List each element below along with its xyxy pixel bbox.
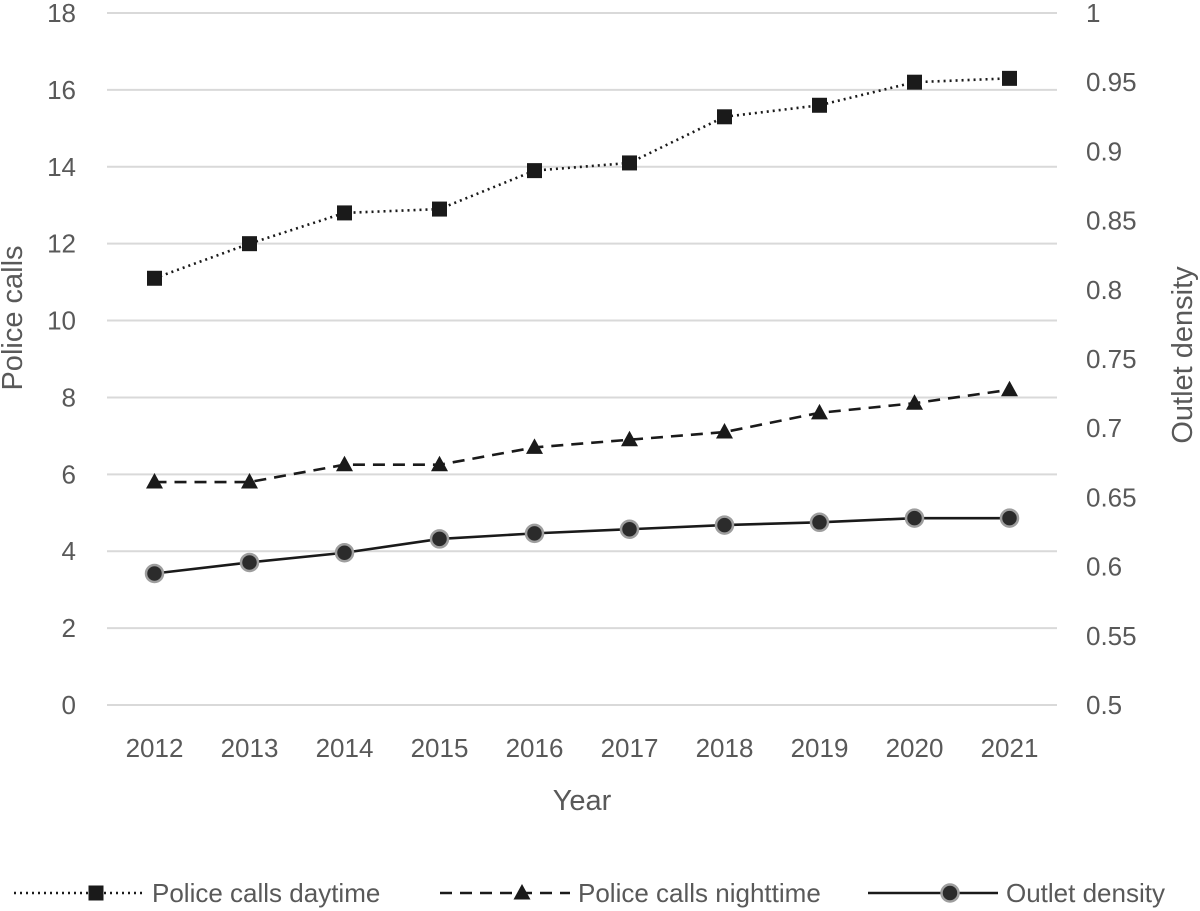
right-tick-label: 0.95 [1086,67,1137,97]
right-tick-label: 1 [1086,0,1100,28]
right-tick-label: 0.5 [1086,690,1122,720]
data-point [431,455,448,472]
data-point [144,563,165,584]
series-1 [147,70,1017,286]
data-point [1002,70,1017,86]
series-line [154,77,1010,280]
legend: Police calls daytime Police calls nightti… [14,878,1165,908]
left-tick-label: 0 [62,690,76,720]
data-point [524,523,545,544]
legend-label: Outlet density [1006,878,1165,908]
data-point [904,508,925,528]
right-tick-label: 0.8 [1086,275,1122,305]
x-tick-label: 2015 [411,733,469,763]
right-tick-label: 0.6 [1086,552,1122,582]
legend-label: Police calls daytime [152,878,380,908]
data-point [239,552,260,573]
legend-swatch-marker [88,885,104,901]
x-tick-label: 2013 [221,733,279,763]
right-axis-title: Outlet density [1167,266,1199,444]
data-point [717,109,732,125]
left-tick-label: 8 [62,382,76,412]
x-tick-label: 2021 [981,733,1039,763]
x-tick-label: 2018 [696,733,754,763]
data-point [429,529,450,549]
right-tick-label: 0.65 [1086,482,1137,512]
series-2 [146,380,1018,489]
data-point [527,163,542,179]
data-point [146,473,163,489]
x-tick-label: 2014 [316,733,374,763]
data-point [432,201,447,217]
data-point [334,543,355,563]
x-axis-title: Year [553,785,612,817]
data-point [337,205,352,221]
data-point [621,430,638,447]
x-tick-label: 2020 [886,733,944,763]
series-layer [144,70,1020,584]
data-point [622,155,637,171]
data-point [1001,380,1018,397]
x-tick-label: 2016 [506,733,564,763]
data-point [906,394,923,410]
data-point [147,270,162,286]
x-axis-ticks: 2012 2013 2014 2015 2016 2017 2018 2019 2020 2021 [126,733,1039,763]
data-point [241,473,258,489]
left-tick-label: 16 [47,75,76,105]
legend-swatch-marker [940,883,960,903]
gridlines [107,12,1057,706]
right-tick-label: 0.7 [1086,413,1122,443]
data-point [336,455,353,472]
left-axis-title: Police calls [0,245,29,390]
right-tick-label: 0.85 [1086,206,1137,236]
left-tick-label: 10 [47,306,76,336]
left-tick-label: 6 [62,459,76,489]
series-line [154,388,1010,484]
legend-item-3: Outlet density [868,878,1165,908]
left-axis-ticks: 0 2 4 6 8 10 12 14 16 18 [47,0,76,720]
data-point [714,515,735,535]
data-point [716,423,733,439]
left-tick-label: 2 [62,613,76,643]
data-point [809,512,830,533]
data-point [907,74,922,90]
right-tick-label: 0.55 [1086,621,1137,651]
data-point [811,403,828,420]
data-point [526,438,543,454]
left-tick-label: 18 [47,0,76,28]
left-tick-label: 4 [62,536,76,566]
data-point [999,508,1020,528]
legend-swatch-marker [513,884,531,900]
data-point [619,519,640,539]
right-axis-ticks: 0.5 0.55 0.6 0.65 0.7 0.75 0.8 0.85 0.9 0.95 1 [1086,0,1137,720]
x-tick-label: 2012 [126,733,184,763]
right-tick-label: 0.75 [1086,344,1137,374]
x-tick-label: 2017 [601,733,659,763]
legend-label: Police calls nighttime [578,878,821,908]
right-tick-label: 0.9 [1086,136,1122,166]
left-tick-label: 12 [47,229,76,259]
series-3 [144,508,1020,584]
series-line [154,516,1010,575]
legend-item-2: Police calls nighttime [440,878,821,908]
data-point [812,97,827,113]
x-tick-label: 2019 [791,733,849,763]
data-point [242,236,257,252]
left-tick-label: 14 [47,152,76,182]
legend-item-1: Police calls daytime [14,878,380,908]
